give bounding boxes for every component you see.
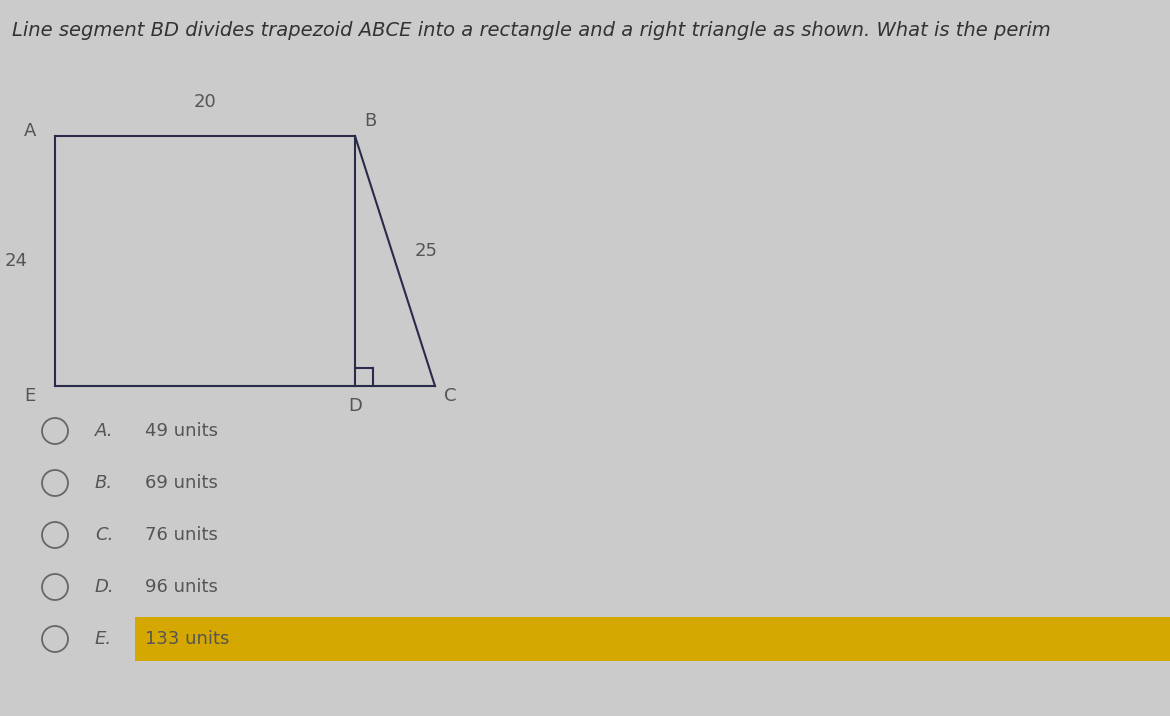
Text: Line segment BD divides trapezoid ABCE into a rectangle and a right triangle as : Line segment BD divides trapezoid ABCE i… — [12, 21, 1051, 40]
Bar — [135, 617, 1170, 661]
Text: D.: D. — [95, 578, 115, 596]
Text: C.: C. — [95, 526, 113, 544]
Text: 76 units: 76 units — [145, 526, 218, 544]
Text: 20: 20 — [193, 93, 216, 111]
Text: A.: A. — [95, 422, 113, 440]
Text: 25: 25 — [415, 242, 438, 260]
Text: C: C — [443, 387, 456, 405]
Text: D: D — [347, 397, 362, 415]
Text: E: E — [25, 387, 35, 405]
Text: A: A — [23, 122, 36, 140]
Text: 69 units: 69 units — [145, 474, 218, 492]
Text: B.: B. — [95, 474, 113, 492]
Text: E.: E. — [95, 630, 112, 648]
Text: 96 units: 96 units — [145, 578, 218, 596]
Text: 49 units: 49 units — [145, 422, 218, 440]
Text: 24: 24 — [5, 252, 28, 270]
Text: 133 units: 133 units — [145, 630, 229, 648]
Text: B: B — [364, 112, 376, 130]
